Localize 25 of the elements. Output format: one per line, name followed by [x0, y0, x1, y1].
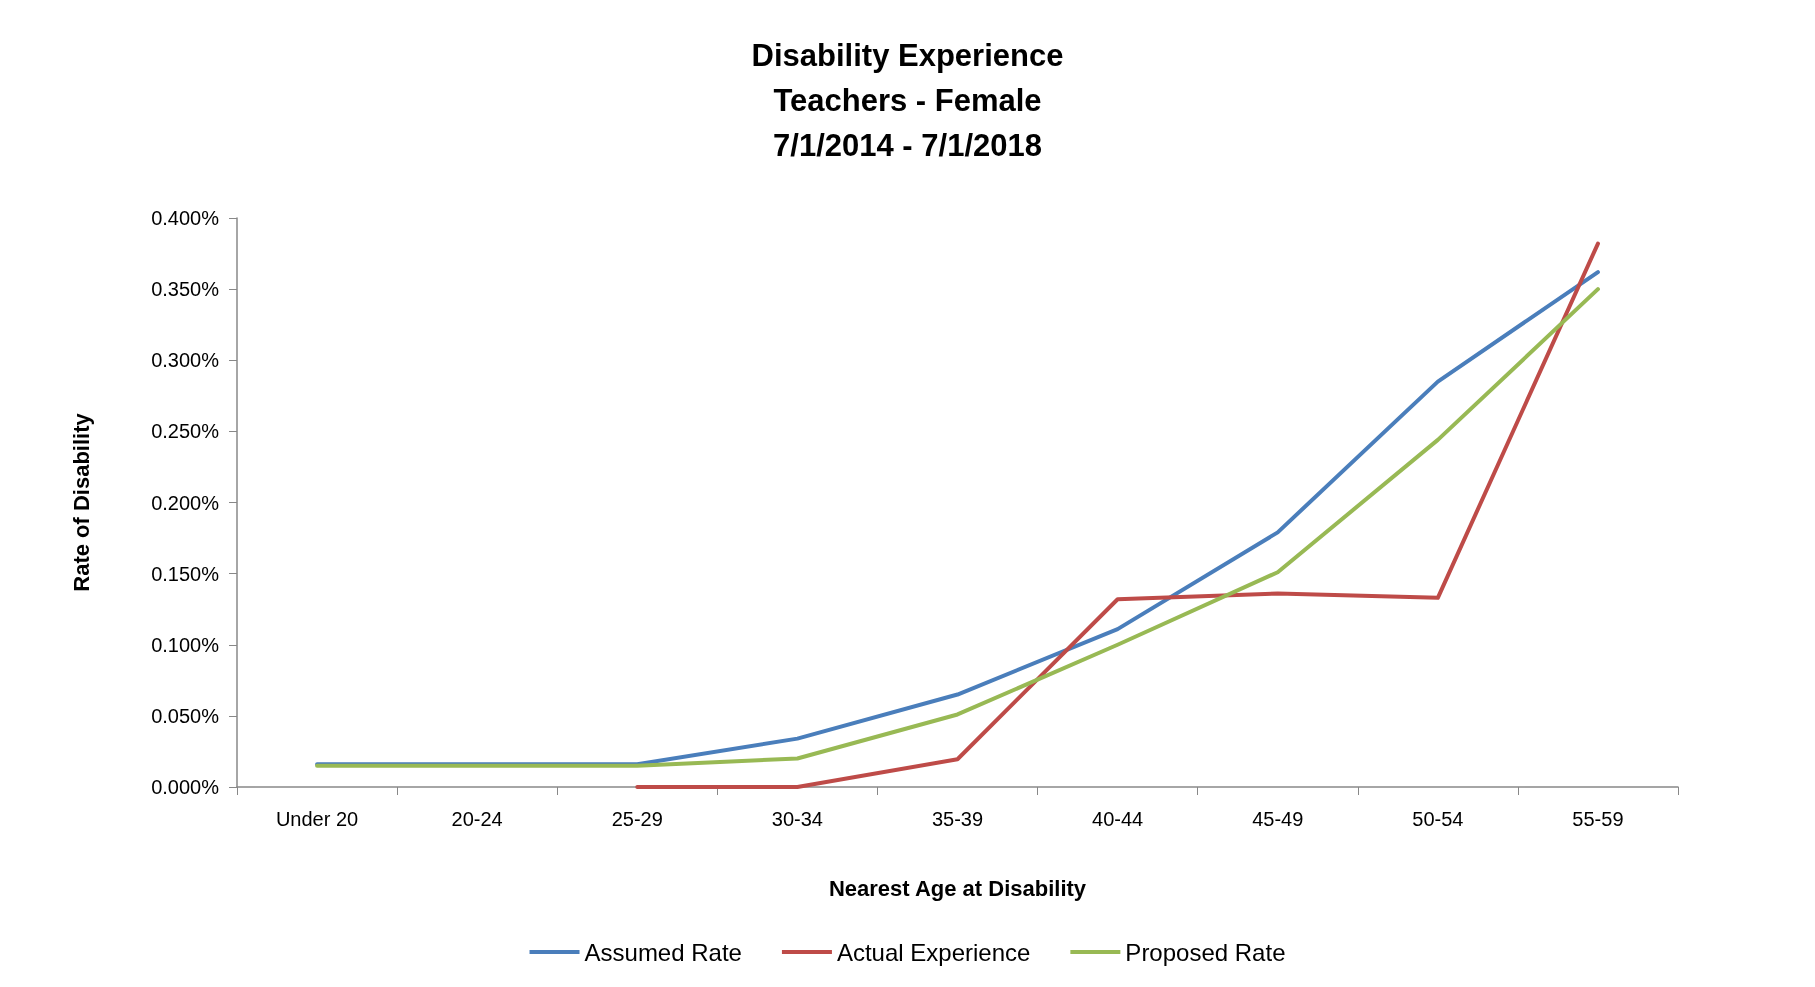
- x-tick-label: 20-24: [451, 808, 503, 830]
- y-tick-label: 0.300%: [151, 349, 220, 372]
- y-tick-label: 0.050%: [151, 704, 220, 727]
- y-tick-label: 0.350%: [151, 278, 220, 301]
- y-tick-label: 0.150%: [151, 562, 220, 585]
- y-tick-label: 0.400%: [151, 207, 220, 229]
- x-tick-label: 25-29: [611, 808, 663, 830]
- x-tick-label: 55-59: [1572, 808, 1624, 830]
- x-tick-label: 45-49: [1252, 808, 1304, 830]
- y-tick-label: 0.200%: [151, 491, 220, 514]
- y-tick-label: 0.250%: [151, 420, 220, 443]
- legend-label: Assumed Rate: [584, 938, 742, 966]
- legend-label: Proposed Rate: [1125, 938, 1286, 966]
- y-tick-label: 0.100%: [151, 633, 220, 656]
- chart-title: Disability Experience Teachers - Female 7/1/2014 - 7/1/2018: [751, 38, 1064, 163]
- x-tick-label: 35-39: [931, 808, 984, 830]
- y-tick-label: 0.000%: [151, 776, 220, 798]
- x-tick-label: 40-44: [1092, 808, 1144, 830]
- line-series: [635, 241, 1600, 789]
- x-tick-label: 50-54: [1412, 808, 1464, 830]
- legend-label: Actual Experience: [836, 938, 1031, 966]
- x-tick-label: Under 20: [275, 808, 359, 830]
- x-tick-label: 30-34: [771, 808, 823, 830]
- y-axis-title: Rate of Disability: [68, 412, 94, 592]
- x-axis-title: Nearest Age at Disability: [828, 875, 1087, 901]
